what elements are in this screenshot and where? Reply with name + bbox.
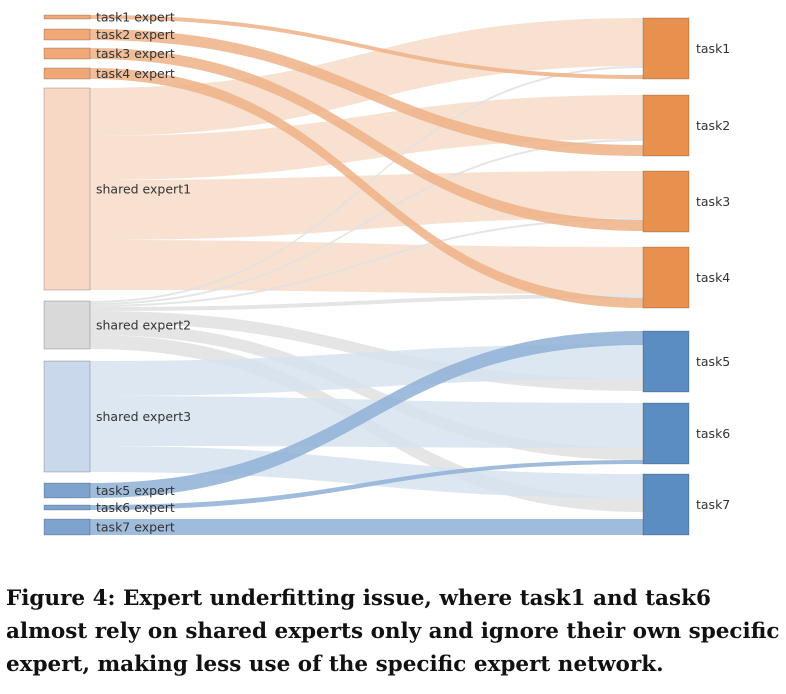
target-label-task7: task7 (696, 497, 730, 512)
source-label-task1-expert: task1 expert (96, 10, 175, 25)
target-label-task6: task6 (696, 426, 730, 441)
link-task7-expert-to-task7 (90, 519, 643, 535)
source-node-task2-expert (43, 28, 91, 41)
source-node-shared-expert1 (43, 87, 91, 291)
source-label-shared-expert3: shared expert3 (96, 409, 191, 424)
target-label-task4: task4 (696, 270, 730, 285)
target-node-task5 (642, 330, 690, 393)
link-task2-expert-to-task2 (90, 29, 643, 156)
source-label-task7-expert: task7 expert (96, 520, 175, 535)
target-label-task1: task1 (696, 41, 730, 56)
target-node-task2 (642, 94, 690, 157)
source-label-shared-expert2: shared expert2 (96, 318, 191, 333)
link-shared-expert1-to-task1 (90, 18, 643, 136)
source-node-task4-expert (43, 67, 91, 80)
source-label-task4-expert: task4 expert (96, 66, 175, 81)
link-shared-expert2-to-task2 (90, 139, 643, 305)
sankey-links (90, 15, 643, 535)
sankey-diagram: task1 expert task2 expert task3 expert task… (43, 10, 730, 536)
target-node-task1 (642, 17, 690, 80)
target-label-task3: task3 (696, 194, 730, 209)
link-shared-expert2-to-task6 (90, 323, 643, 460)
sankey-labels: task1 expert task2 expert task3 expert task… (96, 10, 730, 535)
source-label-task2-expert: task2 expert (96, 27, 175, 42)
source-node-task1-expert (43, 14, 91, 20)
link-shared-expert3-to-task6 (90, 396, 643, 448)
target-node-task7 (642, 473, 690, 536)
link-task6-expert-to-task6 (90, 460, 643, 510)
source-label-task3-expert: task3 expert (96, 46, 175, 61)
figure-caption: Figure 4: Expert underfitting issue, whe… (6, 586, 780, 677)
target-node-task4 (642, 246, 690, 309)
link-task5-expert-to-task5 (90, 331, 643, 498)
source-node-task6-expert (43, 504, 91, 511)
source-node-task5-expert (43, 482, 91, 499)
target-node-task3 (642, 170, 690, 233)
source-label-shared-expert1: shared expert1 (96, 182, 191, 197)
link-task3-expert-to-task3 (90, 48, 643, 231)
link-shared-expert2-to-task4 (90, 294, 643, 311)
source-node-shared-expert2 (43, 300, 91, 350)
source-label-task6-expert: task6 expert (96, 500, 175, 515)
link-shared-expert1-to-task4 (90, 240, 643, 294)
source-node-task3-expert (43, 47, 91, 60)
target-node-task6 (642, 402, 690, 465)
link-shared-expert3-to-task7 (90, 446, 643, 498)
target-label-task5: task5 (696, 354, 730, 369)
target-label-task2: task2 (696, 118, 730, 133)
link-task4-expert-to-task4 (90, 68, 643, 308)
sankey-nodes (43, 14, 690, 536)
source-node-task7-expert (43, 518, 91, 536)
source-node-shared-expert3 (43, 360, 91, 473)
link-shared-expert2-to-task5 (90, 311, 643, 391)
link-shared-expert1-to-task3 (90, 171, 643, 240)
link-shared-expert2-to-task3 (90, 218, 643, 307)
source-label-task5-expert: task5 expert (96, 483, 175, 498)
link-task1-expert-to-task1 (90, 15, 643, 79)
